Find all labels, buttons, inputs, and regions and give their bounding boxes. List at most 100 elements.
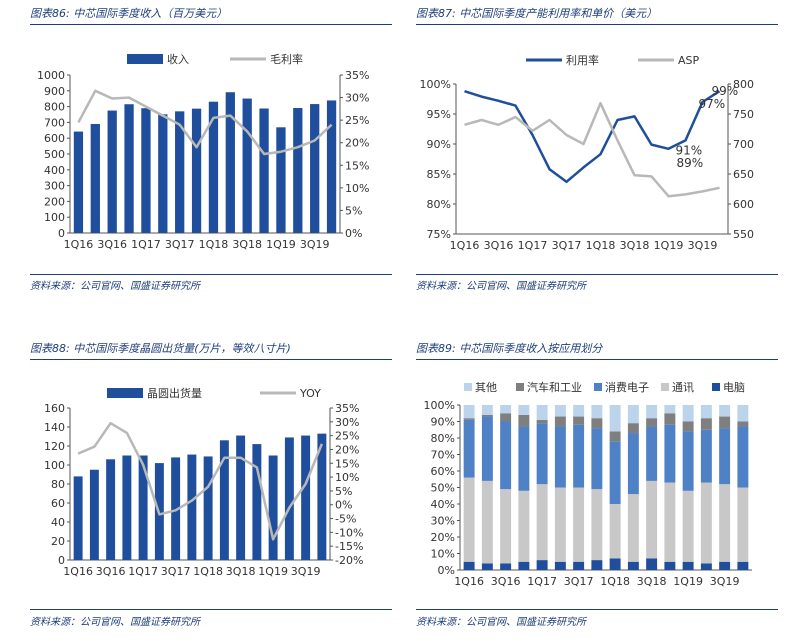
x-tick-label: 3Q17	[552, 239, 582, 252]
stack-segment	[646, 426, 658, 481]
chart-wafer: 0 20 40 60 80 100 120 140 160 -20%-15%-10%-5%0%5%…	[44, 386, 363, 578]
stack-segment	[518, 561, 530, 570]
stack-segment	[646, 558, 658, 570]
stack-segment	[719, 416, 731, 429]
series-line-right	[464, 101, 720, 198]
bar	[175, 111, 185, 233]
data-label: 97%	[699, 97, 726, 111]
tick-label-left: 900	[44, 85, 65, 98]
stack-segment	[500, 489, 512, 564]
stack-segment	[500, 405, 512, 414]
bar	[252, 444, 262, 560]
stack-segment	[737, 561, 749, 570]
stack-segment	[682, 490, 694, 562]
legend-label: 利用率	[566, 53, 599, 67]
stack-segment	[591, 418, 603, 429]
chart-title: 图表86: 中芯国际季度收入（百万美元）	[30, 7, 228, 20]
bar	[171, 457, 181, 560]
tick-label-right: 20%	[345, 137, 369, 150]
data-label: 89%	[677, 156, 704, 170]
tick-label-left: 0	[58, 227, 65, 240]
source-rule	[30, 609, 392, 610]
x-tick-label: 3Q17	[165, 238, 195, 251]
bar	[203, 456, 213, 560]
stack-segment	[682, 561, 694, 570]
legend-swatch	[594, 383, 602, 391]
bar	[293, 108, 303, 233]
stack-segment	[536, 423, 548, 485]
tick-label-left: 95%	[427, 108, 451, 121]
chart-title: 图表89: 中芯国际季度收入按应用划分	[416, 342, 603, 355]
stack-segment	[463, 405, 475, 419]
stack-segment	[737, 487, 749, 562]
bar	[259, 108, 269, 233]
tick-label: 10%	[431, 548, 455, 561]
tick-label-left: 300	[44, 180, 65, 193]
tick-label-left: 75%	[427, 228, 451, 241]
legend-label: 毛利率	[270, 52, 303, 66]
stack-segment	[664, 482, 676, 562]
tick-label-right: 700	[733, 138, 754, 151]
x-tick-label: 3Q17	[564, 575, 594, 588]
stack-segment	[573, 405, 585, 417]
stack-segment	[719, 484, 731, 562]
legend-swatch	[516, 383, 524, 391]
legend-label: 通讯	[672, 381, 694, 394]
stack-segment	[591, 405, 603, 419]
source-rule	[30, 274, 392, 275]
bar	[225, 92, 235, 233]
x-tick-label: 1Q16	[63, 565, 93, 578]
tick-label-right: 0%	[335, 499, 352, 512]
bar	[158, 114, 168, 233]
series-line-left	[464, 90, 721, 184]
legend-swatch	[464, 383, 472, 391]
tick-label: 50%	[431, 482, 455, 495]
stack-segment	[719, 428, 731, 485]
legend-swatch-bar	[127, 54, 163, 64]
source-rule	[416, 274, 778, 275]
tick-label-right: 20%	[335, 443, 359, 456]
x-tick-label: 3Q16	[97, 238, 127, 251]
x-tick-label: 1Q18	[199, 238, 229, 251]
bar	[310, 104, 320, 234]
stack-segment	[627, 405, 639, 424]
x-tick-label: 3Q16	[484, 239, 514, 252]
stack-segment	[700, 482, 712, 564]
tick-label-right: 10%	[335, 471, 359, 484]
stack-segment	[591, 560, 603, 570]
stack-segment	[554, 405, 566, 417]
x-tick-label: 3Q19	[710, 575, 740, 588]
x-tick-label: 1Q16	[450, 239, 480, 252]
bar	[122, 455, 132, 560]
stack-segment	[627, 433, 639, 495]
stack-segment	[609, 431, 621, 442]
stack-segment	[591, 428, 603, 490]
stack-segment	[463, 418, 475, 420]
chart-panel-application: 图表89: 中芯国际季度收入按应用划分 0% 10% 20% 30% 40% 50% 60%…	[416, 335, 778, 635]
legend-label: YOY	[299, 387, 321, 400]
x-tick-label: 1Q18	[586, 239, 616, 252]
bar	[208, 101, 219, 234]
tick-label-right: 600	[733, 198, 754, 211]
stack-segment	[737, 421, 749, 427]
bar	[301, 435, 311, 560]
bar	[191, 108, 202, 233]
stack-segment	[573, 424, 585, 488]
chart-source: 资料来源：公司官网、国盛证券研究所	[30, 617, 200, 628]
tick-label-left: 85%	[427, 168, 451, 181]
tick-label-right: -5%	[335, 513, 356, 526]
stack-segment	[518, 490, 530, 562]
tick-label-left: 200	[44, 195, 65, 208]
legend-label: 其他	[475, 381, 497, 394]
x-tick-label: 1Q17	[131, 238, 161, 251]
x-tick-label: 3Q16	[96, 565, 126, 578]
tick-label-left: 20	[51, 535, 65, 548]
tick-label-left: 100	[44, 211, 65, 224]
x-tick-label: 1Q16	[64, 238, 94, 251]
tick-label: 30%	[431, 515, 455, 528]
bar	[236, 435, 246, 560]
tick-label-right: 650	[733, 168, 754, 181]
chart-application: 0% 10% 20% 30% 40% 50% 60% 70% 80% 90% 100% 1Q16 3Q1…	[424, 380, 752, 588]
bar	[138, 455, 148, 560]
tick-label-left: 120	[44, 440, 65, 453]
